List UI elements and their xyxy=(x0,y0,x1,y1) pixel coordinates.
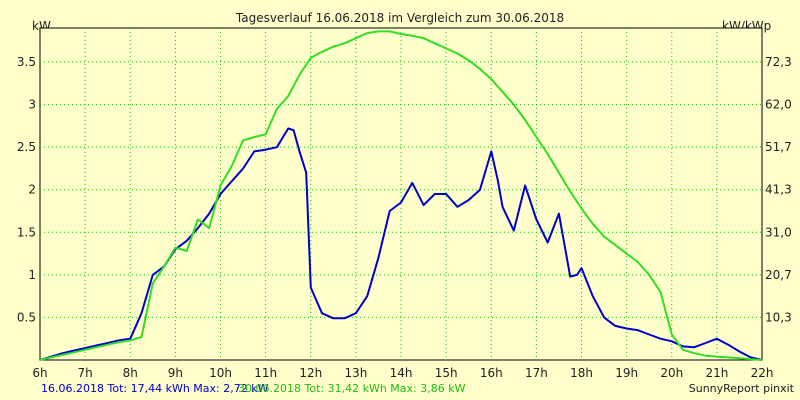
y-tick-label-right: 31,0 xyxy=(765,225,792,239)
y-tick-label-right: 51,7 xyxy=(765,140,792,154)
legend-series-2-date: 30.06.2018 xyxy=(238,382,301,395)
x-tick-label: 17h xyxy=(525,366,548,380)
y-tick-label-left: 2 xyxy=(28,183,36,197)
series-layer xyxy=(39,30,763,361)
plot-area xyxy=(39,27,763,361)
x-tick-label: 22h xyxy=(751,366,774,380)
y-tick-label-right: 10,3 xyxy=(765,310,792,324)
y-tick-label-left: 2.5 xyxy=(17,140,36,154)
y-tick-label-right: 41,3 xyxy=(765,183,792,197)
y-tick-label-right: 72,3 xyxy=(765,55,792,69)
y-tick-label-left: 1.5 xyxy=(17,225,36,239)
x-tick-label: 13h xyxy=(344,366,367,380)
x-tick-label: 14h xyxy=(390,366,413,380)
x-tick-label: 16h xyxy=(480,366,503,380)
legend-series-2-summary: Tot: 31,42 kWh Max: 3,86 kW xyxy=(304,382,466,395)
x-tick-label: 9h xyxy=(168,366,183,380)
legend-series-1: 16.06.2018 Tot: 17,44 kWh Max: 2,72 kW xyxy=(41,382,268,395)
y-tick-label-left: 1 xyxy=(28,268,36,282)
x-tick-label: 15h xyxy=(435,366,458,380)
x-tick-label: 12h xyxy=(299,366,322,380)
x-tick-label: 6h xyxy=(32,366,47,380)
grid xyxy=(40,28,762,360)
y-tick-label-left: 0.5 xyxy=(17,310,36,324)
series-line-2 xyxy=(39,30,763,361)
y-tick-label-right: 20,7 xyxy=(765,268,792,282)
axis-ticks: 6h 7h 8h 9h 10h 11h 12h 13h 14h 15h 16h 17h 18h 19h 20… xyxy=(17,55,792,380)
credit-text: SunnyReport pinxit xyxy=(688,382,794,395)
x-tick-label: 19h xyxy=(615,366,638,380)
legend-series-1-summary: Tot: 17,44 kWh Max: 2,72 kW xyxy=(107,382,269,395)
x-tick-label: 18h xyxy=(570,366,593,380)
x-tick-label: 11h xyxy=(254,366,277,380)
x-tick-label: 10h xyxy=(209,366,232,380)
y-tick-label-right: 62,0 xyxy=(765,98,792,112)
x-tick-label: 20h xyxy=(660,366,683,380)
y-tick-label-left: 3 xyxy=(28,98,36,112)
legend-series-1-date: 16.06.2018 xyxy=(41,382,104,395)
x-tick-label: 21h xyxy=(705,366,728,380)
chart-title: Tagesverlauf 16.06.2018 im Vergleich zum… xyxy=(235,11,564,25)
x-tick-label: 7h xyxy=(78,366,93,380)
legend-series-2: 30.06.2018 Tot: 31,42 kWh Max: 3,86 kW xyxy=(238,382,465,395)
y-tick-label-left: 3.5 xyxy=(17,55,36,69)
x-tick-label: 8h xyxy=(123,366,138,380)
